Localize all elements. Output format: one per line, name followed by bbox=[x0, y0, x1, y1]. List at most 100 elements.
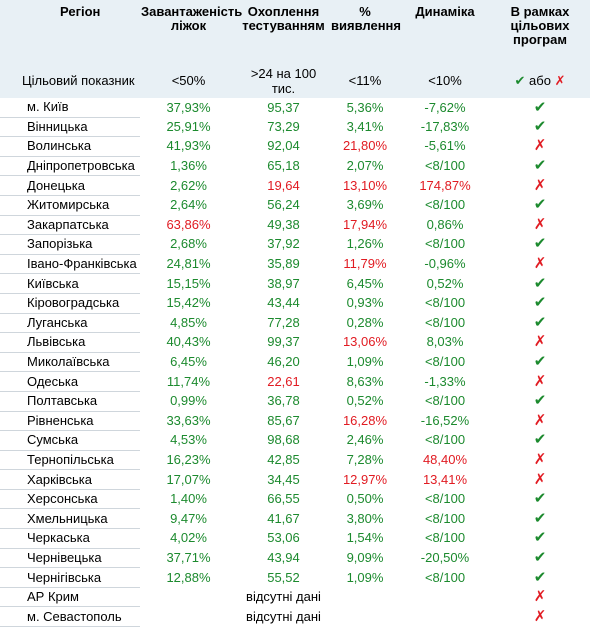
detection-value: 6,45% bbox=[346, 275, 384, 291]
beds-value: 16,23% bbox=[166, 451, 211, 467]
table-row: Харківська 17,07% 34,45 12,97% 13,41% ✗ bbox=[0, 469, 590, 490]
check-icon: ✔ bbox=[533, 353, 547, 371]
cross-icon: ✗ bbox=[554, 72, 566, 88]
region-name: Тернопільська bbox=[0, 450, 140, 471]
cross-icon: ✗ bbox=[533, 588, 547, 606]
region-name: АР Крим bbox=[0, 587, 140, 608]
dynamics-value: <8/100 bbox=[424, 354, 466, 370]
empty-cell bbox=[330, 587, 400, 607]
testing-value: 19,64 bbox=[267, 177, 300, 193]
check-icon: ✔ bbox=[533, 196, 547, 214]
target-testing: >24 на 100 тис. bbox=[237, 63, 330, 98]
header-row: Регіон Завантаженість ліжок Охоплення те… bbox=[0, 0, 590, 63]
table-row: м. Київ 37,93% 95,37 5,36% -7,62% ✔ bbox=[0, 98, 590, 118]
table-row: Полтавська 0,99% 36,78 0,52% <8/100 ✔ bbox=[0, 391, 590, 412]
table-row: Чернівецька 37,71% 43,94 9,09% -20,50% ✔ bbox=[0, 548, 590, 569]
check-icon: ✔ bbox=[533, 431, 547, 449]
header-detection: % виявлення bbox=[330, 0, 401, 63]
table-row: Івано-Франківська 24,81% 35,89 11,79% -0,96%… bbox=[0, 254, 590, 275]
beds-value: 40,43% bbox=[166, 334, 211, 350]
region-name: Чернігівська bbox=[0, 567, 140, 588]
detection-value: 2,07% bbox=[346, 158, 384, 174]
beds-value: 37,93% bbox=[166, 99, 211, 115]
detection-value: 7,28% bbox=[346, 451, 384, 467]
check-icon: ✔ bbox=[533, 294, 547, 312]
header-dynamics: Динаміка bbox=[400, 0, 490, 63]
testing-value: 41,67 bbox=[267, 510, 300, 526]
table-row: Донецька 2,62% 19,64 13,10% 174,87% ✗ bbox=[0, 175, 590, 196]
region-name: Чернівецька bbox=[0, 548, 140, 569]
detection-value: 2,46% bbox=[346, 432, 384, 448]
testing-value: 34,45 bbox=[267, 471, 300, 487]
testing-value: 22,61 bbox=[267, 373, 300, 389]
dynamics-value: 0,52% bbox=[426, 275, 464, 291]
region-name: Херсонська bbox=[0, 489, 140, 510]
testing-value: 55,52 bbox=[267, 569, 300, 585]
beds-value: 12,88% bbox=[166, 569, 211, 585]
cross-icon: ✗ bbox=[533, 411, 547, 429]
region-name: Житомирська bbox=[0, 195, 140, 216]
check-icon: ✔ bbox=[533, 117, 547, 135]
detection-value: 5,36% bbox=[346, 99, 384, 115]
check-icon: ✔ bbox=[533, 157, 547, 175]
cross-icon: ✗ bbox=[533, 450, 547, 468]
testing-value: 66,55 bbox=[267, 491, 300, 507]
header-programs: В рамках цільових програм bbox=[490, 0, 590, 63]
testing-value: 95,37 bbox=[267, 99, 300, 115]
dynamics-value: <8/100 bbox=[424, 510, 466, 526]
target-row: Цільовий показник <50% >24 на 100 тис. <… bbox=[0, 63, 590, 98]
table-row: Херсонська 1,40% 66,55 0,50% <8/100 ✔ bbox=[0, 489, 590, 510]
no-data-cell: відсутні дані bbox=[246, 589, 321, 605]
no-data-cell: відсутні дані bbox=[246, 608, 321, 624]
dynamics-value: 13,41% bbox=[422, 471, 468, 487]
detection-value: 21,80% bbox=[342, 138, 388, 154]
beds-value: 63,86% bbox=[166, 216, 211, 232]
region-name: Львівська bbox=[0, 332, 140, 353]
dynamics-value: <8/100 bbox=[424, 569, 466, 585]
table-row: Київська 15,15% 38,97 6,45% 0,52% ✔ bbox=[0, 273, 590, 294]
table-row: Миколаївська 6,45% 46,20 1,09% <8/100 ✔ bbox=[0, 352, 590, 373]
dynamics-value: <8/100 bbox=[424, 432, 466, 448]
beds-value: 17,07% bbox=[166, 471, 211, 487]
check-icon: ✔ bbox=[533, 313, 547, 331]
table-row: Тернопільська 16,23% 42,85 7,28% 48,40% ✗ bbox=[0, 450, 590, 471]
dynamics-value: -16,52% bbox=[420, 412, 470, 428]
dynamics-value: -17,83% bbox=[420, 118, 470, 134]
region-name: Хмельницька bbox=[0, 508, 140, 530]
check-icon: ✔ bbox=[533, 98, 547, 116]
dynamics-value: -7,62% bbox=[424, 99, 466, 115]
dynamics-value: <8/100 bbox=[424, 197, 466, 213]
check-icon: ✔ bbox=[533, 490, 547, 508]
dynamics-value: 48,40% bbox=[422, 451, 468, 467]
dynamics-value: -1,33% bbox=[424, 373, 466, 389]
header-beds: Завантаженість ліжок bbox=[140, 0, 242, 63]
detection-value: 3,69% bbox=[346, 197, 384, 213]
testing-value: 77,28 bbox=[267, 314, 300, 330]
table-row: Запорізька 2,68% 37,92 1,26% <8/100 ✔ bbox=[0, 234, 590, 255]
table-row: Житомирська 2,64% 56,24 3,69% <8/100 ✔ bbox=[0, 195, 590, 216]
testing-value: 42,85 bbox=[267, 451, 300, 467]
check-icon: ✔ bbox=[533, 529, 547, 547]
testing-value: 85,67 bbox=[267, 412, 300, 428]
region-name: м. Київ bbox=[0, 98, 140, 118]
region-name: Закарпатська bbox=[0, 215, 140, 236]
testing-value: 43,44 bbox=[267, 295, 300, 311]
dynamics-value: <8/100 bbox=[424, 158, 466, 174]
beds-value: 37,71% bbox=[166, 549, 211, 565]
detection-value: 1,09% bbox=[346, 354, 384, 370]
dynamics-value: <8/100 bbox=[424, 491, 466, 507]
region-name: Кіровоградська bbox=[0, 293, 140, 314]
table-row: м. Севастополь відсутні дані ✗ bbox=[0, 606, 590, 628]
detection-value: 0,93% bbox=[346, 295, 384, 311]
beds-value: 2,64% bbox=[170, 197, 207, 213]
cross-icon: ✗ bbox=[533, 255, 547, 273]
beds-value: 33,63% bbox=[166, 412, 211, 428]
or-text: або bbox=[529, 72, 551, 88]
dynamics-value: <8/100 bbox=[424, 236, 466, 252]
testing-value: 98,68 bbox=[267, 432, 300, 448]
table-row: Хмельницька 9,47% 41,67 3,80% <8/100 ✔ bbox=[0, 508, 590, 530]
cross-icon: ✗ bbox=[533, 176, 547, 194]
testing-value: 36,78 bbox=[267, 393, 300, 409]
testing-value: 73,29 bbox=[267, 118, 300, 134]
